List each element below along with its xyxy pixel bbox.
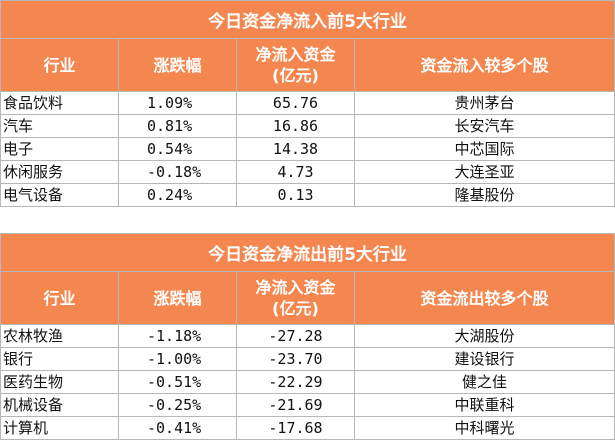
change-cell: 0.24%: [118, 183, 237, 207]
inflow-table: 今日资金净流入前5大行业 行业 涨跌幅 净流入资金 (亿元) 资金流入较多个股 …: [0, 0, 615, 207]
change-cell: -0.51%: [118, 370, 237, 394]
amount-cell: -27.28: [236, 324, 355, 348]
change-cell: 1.09%: [118, 91, 237, 115]
stock-cell: 隆基股份: [353, 183, 615, 207]
stock-cell: 中联重科: [353, 393, 615, 417]
amount-cell: -17.68: [236, 416, 355, 440]
header-top-stocks: 资金流入较多个股: [353, 38, 615, 92]
amount-cell: 4.73: [236, 160, 355, 184]
amount-cell: 65.76: [236, 91, 355, 115]
change-cell: -0.25%: [118, 393, 237, 417]
outflow-header-row: 行业 涨跌幅 净流入资金 (亿元) 资金流出较多个股: [0, 271, 615, 325]
change-cell: -1.00%: [118, 347, 237, 371]
industry-cell: 休闲服务: [0, 160, 119, 184]
header-change: 涨跌幅: [118, 38, 237, 92]
change-cell: -1.18%: [118, 324, 237, 348]
industry-cell: 计算机: [0, 416, 119, 440]
amount-cell: 16.86: [236, 114, 355, 138]
stock-cell: 建设银行: [353, 347, 615, 371]
amount-cell: -23.70: [236, 347, 355, 371]
stock-cell: 中科曙光: [353, 416, 615, 440]
header-industry: 行业: [0, 271, 119, 325]
industry-cell: 银行: [0, 347, 119, 371]
table-row: 汽车 0.81% 16.86 长安汽车: [0, 114, 615, 138]
amount-cell: 0.13: [236, 183, 355, 207]
industry-cell: 医药生物: [0, 370, 119, 394]
industry-cell: 电子: [0, 137, 119, 161]
outflow-table: 今日资金净流出前5大行业 行业 涨跌幅 净流入资金 (亿元) 资金流出较多个股 …: [0, 233, 615, 440]
header-change: 涨跌幅: [118, 271, 237, 325]
header-amount: 净流入资金 (亿元): [236, 38, 355, 92]
table-row: 机械设备 -0.25% -21.69 中联重科: [0, 393, 615, 417]
outflow-title-row: 今日资金净流出前5大行业: [0, 233, 615, 272]
table-row: 医药生物 -0.51% -22.29 健之佳: [0, 370, 615, 394]
table-row: 银行 -1.00% -23.70 建设银行: [0, 347, 615, 371]
table-row: 农林牧渔 -1.18% -27.28 大湖股份: [0, 324, 615, 348]
header-industry: 行业: [0, 38, 119, 92]
stock-cell: 大湖股份: [353, 324, 615, 348]
change-cell: -0.41%: [118, 416, 237, 440]
industry-cell: 食品饮料: [0, 91, 119, 115]
industry-cell: 机械设备: [0, 393, 119, 417]
amount-cell: 14.38: [236, 137, 355, 161]
table-row: 电气设备 0.24% 0.13 隆基股份: [0, 183, 615, 207]
stock-cell: 健之佳: [353, 370, 615, 394]
header-top-stocks: 资金流出较多个股: [353, 271, 615, 325]
industry-cell: 汽车: [0, 114, 119, 138]
amount-cell: -21.69: [236, 393, 355, 417]
outflow-title: 今日资金净流出前5大行业: [0, 233, 615, 272]
stock-cell: 长安汽车: [353, 114, 615, 138]
stock-cell: 贵州茅台: [353, 91, 615, 115]
industry-cell: 电气设备: [0, 183, 119, 207]
inflow-title: 今日资金净流入前5大行业: [0, 0, 615, 39]
stock-cell: 大连圣亚: [353, 160, 615, 184]
stock-cell: 中芯国际: [353, 137, 615, 161]
inflow-title-row: 今日资金净流入前5大行业: [0, 0, 615, 39]
change-cell: -0.18%: [118, 160, 237, 184]
amount-cell: -22.29: [236, 370, 355, 394]
change-cell: 0.54%: [118, 137, 237, 161]
inflow-header-row: 行业 涨跌幅 净流入资金 (亿元) 资金流入较多个股: [0, 38, 615, 92]
table-row: 食品饮料 1.09% 65.76 贵州茅台: [0, 91, 615, 115]
change-cell: 0.81%: [118, 114, 237, 138]
header-amount: 净流入资金 (亿元): [236, 271, 355, 325]
table-row: 休闲服务 -0.18% 4.73 大连圣亚: [0, 160, 615, 184]
table-row: 电子 0.54% 14.38 中芯国际: [0, 137, 615, 161]
industry-cell: 农林牧渔: [0, 324, 119, 348]
table-row: 计算机 -0.41% -17.68 中科曙光: [0, 416, 615, 440]
